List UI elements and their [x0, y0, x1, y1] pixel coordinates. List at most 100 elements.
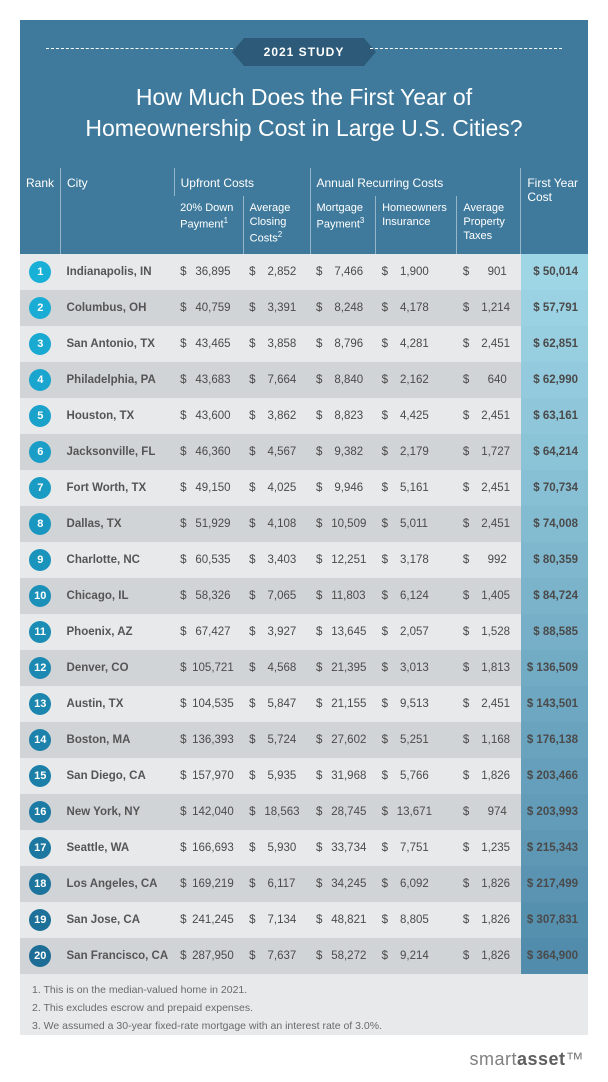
total-cell: $ 203,466: [521, 758, 588, 794]
table-row: 13Austin, TX$104,535$ 5,847$ 21,155$ 9,5…: [20, 686, 588, 722]
brand-tm: ™: [566, 1049, 585, 1069]
insurance-cell: $ 9,214: [376, 938, 457, 974]
mortgage-cell: $ 48,821: [310, 902, 376, 938]
footnote-2: 2. This excludes escrow and prepaid expe…: [20, 999, 588, 1017]
rank-badge: 6: [29, 441, 51, 463]
mortgage-cell: $ 28,745: [310, 794, 376, 830]
tax-cell: $ 1,826: [457, 938, 521, 974]
closing-cell: $ 7,664: [243, 362, 310, 398]
down-payment-cell: $ 43,600: [174, 398, 243, 434]
down-payment-cell: $ 60,535: [174, 542, 243, 578]
table-row: 12Denver, CO$105,721$ 4,568$ 21,395$ 3,0…: [20, 650, 588, 686]
col-group-recurring: Annual Recurring Costs: [310, 168, 521, 196]
closing-cell: $ 3,858: [243, 326, 310, 362]
city-cell: San Antonio, TX: [61, 326, 175, 362]
closing-cell: $ 5,935: [243, 758, 310, 794]
rank-badge: 14: [29, 729, 51, 751]
tax-cell: $ 1,168: [457, 722, 521, 758]
closing-cell: $ 5,930: [243, 830, 310, 866]
tax-cell: $ 1,235: [457, 830, 521, 866]
rank-cell: 15: [20, 758, 61, 794]
city-cell: San Diego, CA: [61, 758, 175, 794]
rank-badge: 11: [29, 621, 51, 643]
down-payment-cell: $142,040: [174, 794, 243, 830]
down-payment-cell: $ 51,929: [174, 506, 243, 542]
total-cell: $ 176,138: [521, 722, 588, 758]
rank-badge: 4: [29, 369, 51, 391]
rank-cell: 8: [20, 506, 61, 542]
city-cell: Houston, TX: [61, 398, 175, 434]
insurance-cell: $ 2,179: [376, 434, 457, 470]
rank-badge: 5: [29, 405, 51, 427]
closing-cell: $ 4,568: [243, 650, 310, 686]
infographic-card: 2021 STUDY How Much Does the First Year …: [20, 20, 588, 1082]
city-cell: Indianapolis, IN: [61, 254, 175, 290]
tax-cell: $ 901: [457, 254, 521, 290]
table-row: 5Houston, TX$ 43,600$ 3,862$ 8,823$ 4,42…: [20, 398, 588, 434]
tax-cell: $ 2,451: [457, 398, 521, 434]
mortgage-cell: $ 10,509: [310, 506, 376, 542]
badge-row: 2021 STUDY: [40, 38, 568, 66]
tax-cell: $ 2,451: [457, 470, 521, 506]
rank-badge: 19: [29, 909, 51, 931]
title-line-1: How Much Does the First Year of: [136, 84, 472, 110]
down-payment-cell: $287,950: [174, 938, 243, 974]
tax-cell: $ 1,214: [457, 290, 521, 326]
city-cell: Philadelphia, PA: [61, 362, 175, 398]
city-cell: Los Angeles, CA: [61, 866, 175, 902]
brand: smartasset™: [20, 1035, 588, 1082]
rank-cell: 17: [20, 830, 61, 866]
mortgage-cell: $ 13,645: [310, 614, 376, 650]
table-row: 9Charlotte, NC$ 60,535$ 3,403$ 12,251$ 3…: [20, 542, 588, 578]
down-payment-cell: $166,693: [174, 830, 243, 866]
total-cell: $ 215,343: [521, 830, 588, 866]
total-cell: $ 203,993: [521, 794, 588, 830]
rank-cell: 20: [20, 938, 61, 974]
closing-cell: $ 4,108: [243, 506, 310, 542]
rank-cell: 10: [20, 578, 61, 614]
closing-cell: $ 7,065: [243, 578, 310, 614]
rank-cell: 6: [20, 434, 61, 470]
rank-badge: 18: [29, 873, 51, 895]
ribbon-line-left: [46, 52, 238, 53]
insurance-cell: $ 6,092: [376, 866, 457, 902]
down-payment-cell: $ 43,683: [174, 362, 243, 398]
insurance-cell: $ 3,178: [376, 542, 457, 578]
total-cell: $ 307,831: [521, 902, 588, 938]
rank-badge: 8: [29, 513, 51, 535]
study-badge: 2021 STUDY: [244, 38, 365, 66]
city-cell: Dallas, TX: [61, 506, 175, 542]
brand-part2: asset: [517, 1049, 566, 1069]
mortgage-cell: $ 21,155: [310, 686, 376, 722]
city-cell: New York, NY: [61, 794, 175, 830]
tax-cell: $ 974: [457, 794, 521, 830]
insurance-cell: $ 13,671: [376, 794, 457, 830]
tax-cell: $ 1,826: [457, 902, 521, 938]
down-payment-cell: $ 46,360: [174, 434, 243, 470]
table-row: 8Dallas, TX$ 51,929$ 4,108$ 10,509$ 5,01…: [20, 506, 588, 542]
total-cell: $ 88,585: [521, 614, 588, 650]
insurance-cell: $ 4,281: [376, 326, 457, 362]
rank-badge: 2: [29, 297, 51, 319]
down-payment-cell: $ 40,759: [174, 290, 243, 326]
total-cell: $ 57,791: [521, 290, 588, 326]
rank-badge: 16: [29, 801, 51, 823]
col-mortgage: Mortgage Payment3: [310, 196, 376, 254]
rank-badge: 13: [29, 693, 51, 715]
col-taxes: Average Property Taxes: [457, 196, 521, 254]
closing-cell: $ 2,852: [243, 254, 310, 290]
insurance-cell: $ 7,751: [376, 830, 457, 866]
rank-badge: 15: [29, 765, 51, 787]
total-cell: $ 84,724: [521, 578, 588, 614]
total-cell: $ 64,214: [521, 434, 588, 470]
down-payment-cell: $ 67,427: [174, 614, 243, 650]
city-cell: Jacksonville, FL: [61, 434, 175, 470]
insurance-cell: $ 4,178: [376, 290, 457, 326]
table-row: 15San Diego, CA$157,970$ 5,935$ 31,968$ …: [20, 758, 588, 794]
city-cell: Seattle, WA: [61, 830, 175, 866]
rank-cell: 12: [20, 650, 61, 686]
closing-cell: $ 3,403: [243, 542, 310, 578]
total-cell: $ 136,509: [521, 650, 588, 686]
table-row: 16New York, NY$142,040$ 18,563$ 28,745$ …: [20, 794, 588, 830]
closing-cell: $ 3,927: [243, 614, 310, 650]
